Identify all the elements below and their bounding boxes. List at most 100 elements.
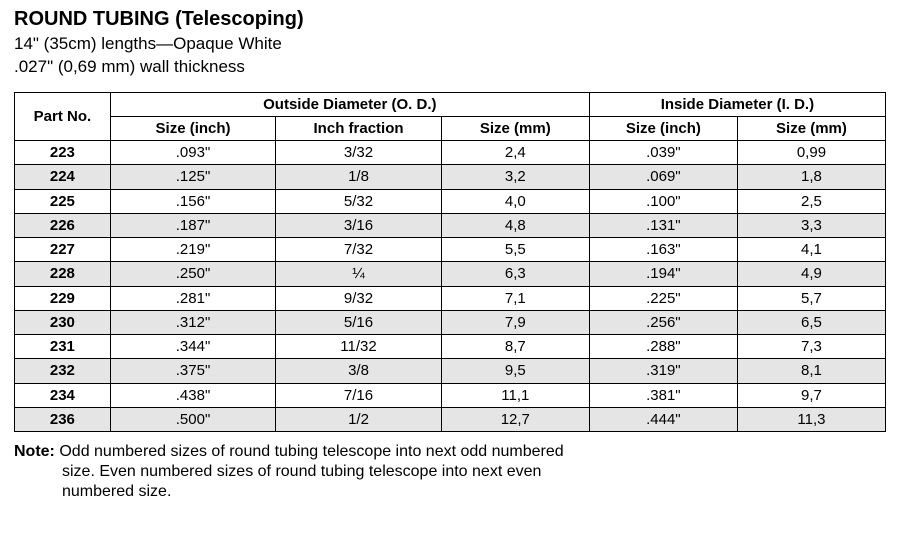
- cell-od-frac: 3/16: [276, 213, 441, 237]
- table-row: 225.156"5/324,0.100"2,5: [15, 189, 886, 213]
- cell-od-mm: 5,5: [441, 238, 589, 262]
- cell-id-mm: 6,5: [737, 310, 885, 334]
- cell-id-in: .131": [589, 213, 737, 237]
- note-text: Odd numbered sizes of round tubing teles…: [59, 443, 563, 500]
- cell-od-mm: 2,4: [441, 141, 589, 165]
- table-body: 223.093"3/322,4.039"0,99224.125"1/83,2.0…: [15, 141, 886, 432]
- cell-od-frac: 7/32: [276, 238, 441, 262]
- cell-id-in: .288": [589, 335, 737, 359]
- col-od-frac: Inch fraction: [276, 116, 441, 140]
- cell-id-mm: 4,1: [737, 238, 885, 262]
- table-row: 224.125"1/83,2.069"1,8: [15, 165, 886, 189]
- cell-part: 223: [15, 141, 111, 165]
- cell-od-in: .312": [110, 310, 275, 334]
- cell-id-mm: 5,7: [737, 286, 885, 310]
- cell-od-frac: 11/32: [276, 335, 441, 359]
- cell-od-frac: 5/32: [276, 189, 441, 213]
- cell-part: 230: [15, 310, 111, 334]
- cell-id-mm: 11,3: [737, 407, 885, 431]
- table-row: 226.187"3/164,8.131"3,3: [15, 213, 886, 237]
- table-row: 223.093"3/322,4.039"0,99: [15, 141, 886, 165]
- page-root: ROUND TUBING (Telescoping) 14" (35cm) le…: [0, 0, 900, 536]
- cell-od-mm: 12,7: [441, 407, 589, 431]
- cell-od-frac: 3/8: [276, 359, 441, 383]
- cell-part: 224: [15, 165, 111, 189]
- cell-part: 225: [15, 189, 111, 213]
- cell-od-mm: 7,9: [441, 310, 589, 334]
- cell-id-mm: 3,3: [737, 213, 885, 237]
- cell-id-mm: 1,8: [737, 165, 885, 189]
- col-od-size-mm: Size (mm): [441, 116, 589, 140]
- cell-part: 231: [15, 335, 111, 359]
- cell-od-in: .438": [110, 383, 275, 407]
- cell-part: 232: [15, 359, 111, 383]
- cell-od-mm: 11,1: [441, 383, 589, 407]
- cell-part: 236: [15, 407, 111, 431]
- table-row: 228.250"¼6,3.194"4,9: [15, 262, 886, 286]
- cell-od-in: .500": [110, 407, 275, 431]
- col-id-size-mm: Size (mm): [737, 116, 885, 140]
- cell-id-mm: 0,99: [737, 141, 885, 165]
- cell-id-in: .225": [589, 286, 737, 310]
- cell-part: 226: [15, 213, 111, 237]
- cell-id-in: .444": [589, 407, 737, 431]
- cell-od-mm: 6,3: [441, 262, 589, 286]
- note-label: Note:: [14, 443, 55, 460]
- table-row: 236.500"1/212,7.444"11,3: [15, 407, 886, 431]
- table-row: 229.281"9/327,1.225"5,7: [15, 286, 886, 310]
- cell-id-mm: 2,5: [737, 189, 885, 213]
- cell-od-in: .281": [110, 286, 275, 310]
- cell-part: 234: [15, 383, 111, 407]
- page-title: ROUND TUBING (Telescoping): [14, 8, 886, 31]
- table-head: Part No. Outside Diameter (O. D.) Inside…: [15, 92, 886, 141]
- col-part-no: Part No.: [15, 92, 111, 141]
- cell-id-in: .194": [589, 262, 737, 286]
- cell-od-frac: 1/8: [276, 165, 441, 189]
- cell-od-in: .125": [110, 165, 275, 189]
- table-row: 227.219"7/325,5.163"4,1: [15, 238, 886, 262]
- cell-part: 229: [15, 286, 111, 310]
- cell-od-frac: 5/16: [276, 310, 441, 334]
- cell-part: 228: [15, 262, 111, 286]
- table-row: 231.344"11/328,7.288"7,3: [15, 335, 886, 359]
- cell-od-frac: 9/32: [276, 286, 441, 310]
- cell-od-in: .375": [110, 359, 275, 383]
- cell-od-mm: 9,5: [441, 359, 589, 383]
- cell-od-frac: ¼: [276, 262, 441, 286]
- cell-id-mm: 9,7: [737, 383, 885, 407]
- cell-od-frac: 7/16: [276, 383, 441, 407]
- cell-od-mm: 4,8: [441, 213, 589, 237]
- cell-od-in: .187": [110, 213, 275, 237]
- cell-od-frac: 1/2: [276, 407, 441, 431]
- cell-od-mm: 8,7: [441, 335, 589, 359]
- spec-table: Part No. Outside Diameter (O. D.) Inside…: [14, 92, 886, 433]
- table-row: 230.312"5/167,9.256"6,5: [15, 310, 886, 334]
- col-group-od: Outside Diameter (O. D.): [110, 92, 589, 116]
- col-od-size-in: Size (inch): [110, 116, 275, 140]
- cell-od-mm: 3,2: [441, 165, 589, 189]
- cell-id-in: .039": [589, 141, 737, 165]
- cell-id-mm: 4,9: [737, 262, 885, 286]
- col-group-id: Inside Diameter (I. D.): [589, 92, 885, 116]
- cell-id-in: .069": [589, 165, 737, 189]
- cell-id-in: .100": [589, 189, 737, 213]
- cell-od-in: .156": [110, 189, 275, 213]
- cell-id-in: .381": [589, 383, 737, 407]
- cell-od-in: .219": [110, 238, 275, 262]
- cell-id-mm: 8,1: [737, 359, 885, 383]
- cell-id-in: .163": [589, 238, 737, 262]
- cell-od-in: .093": [110, 141, 275, 165]
- subtitle-line-2: .027" (0,69 mm) wall thickness: [14, 56, 886, 77]
- table-row: 234.438"7/1611,1.381"9,7: [15, 383, 886, 407]
- note-block: Note: Odd numbered sizes of round tubing…: [14, 442, 574, 502]
- subtitle-line-1: 14" (35cm) lengths—Opaque White: [14, 33, 886, 54]
- cell-od-mm: 7,1: [441, 286, 589, 310]
- cell-od-mm: 4,0: [441, 189, 589, 213]
- cell-id-in: .319": [589, 359, 737, 383]
- col-id-size-in: Size (inch): [589, 116, 737, 140]
- table-row: 232.375"3/89,5.319"8,1: [15, 359, 886, 383]
- cell-od-in: .250": [110, 262, 275, 286]
- cell-part: 227: [15, 238, 111, 262]
- cell-id-mm: 7,3: [737, 335, 885, 359]
- cell-od-frac: 3/32: [276, 141, 441, 165]
